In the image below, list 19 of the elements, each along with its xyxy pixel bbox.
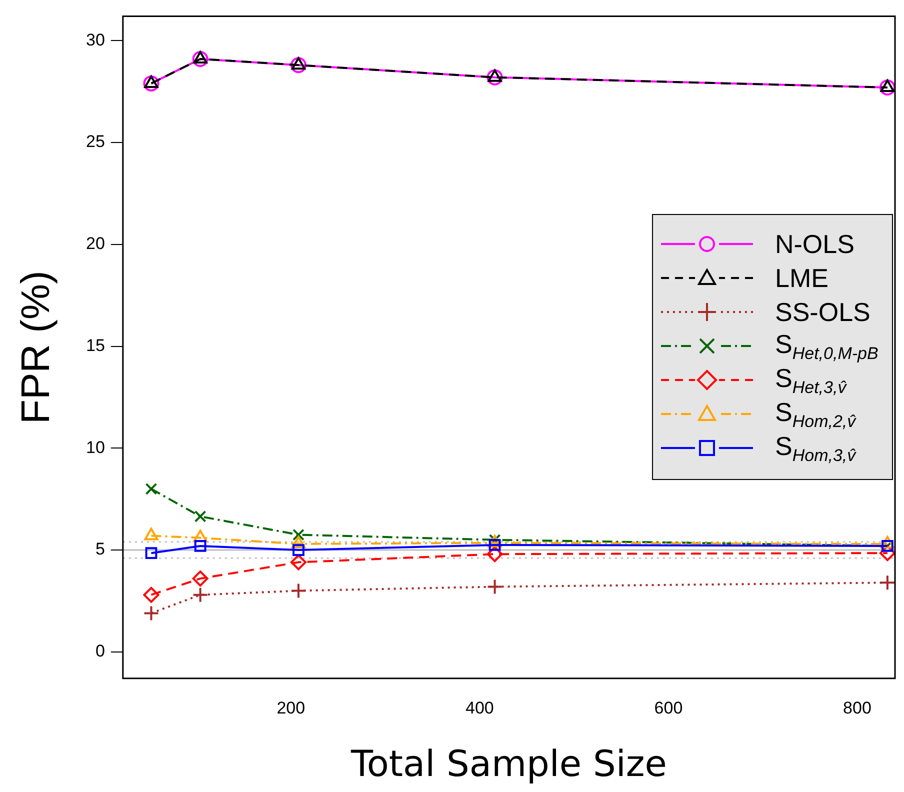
y-tick-label: 30 — [86, 30, 105, 50]
y-tick-label: 20 — [86, 234, 105, 254]
x-tick-label: 200 — [276, 698, 306, 718]
legend-label: LME — [775, 262, 828, 294]
legend-label: S$_{Het,3,v̂}$ — [775, 362, 846, 398]
y-tick-label: 0 — [95, 642, 105, 661]
legend-label: SS-OLS — [775, 296, 870, 328]
y-tick-label: 10 — [86, 438, 105, 457]
y-tick-label: 25 — [86, 132, 105, 152]
x-tick-label: 600 — [654, 698, 683, 718]
legend-label: N-OLS — [775, 228, 854, 260]
y-axis-title: FPR (%) — [14, 270, 58, 424]
x-tick-label: 800 — [843, 698, 872, 718]
legend-label: S$_{Hom,2,v̂}$ — [775, 396, 856, 432]
y-tick-label: 15 — [86, 336, 105, 355]
x-axis-title: Total Sample Size — [350, 744, 667, 785]
y-tick-label: 5 — [95, 540, 105, 559]
legend-label: S$_{Hom,3,v̂}$ — [775, 430, 856, 466]
x-tick-label: 400 — [466, 698, 494, 718]
